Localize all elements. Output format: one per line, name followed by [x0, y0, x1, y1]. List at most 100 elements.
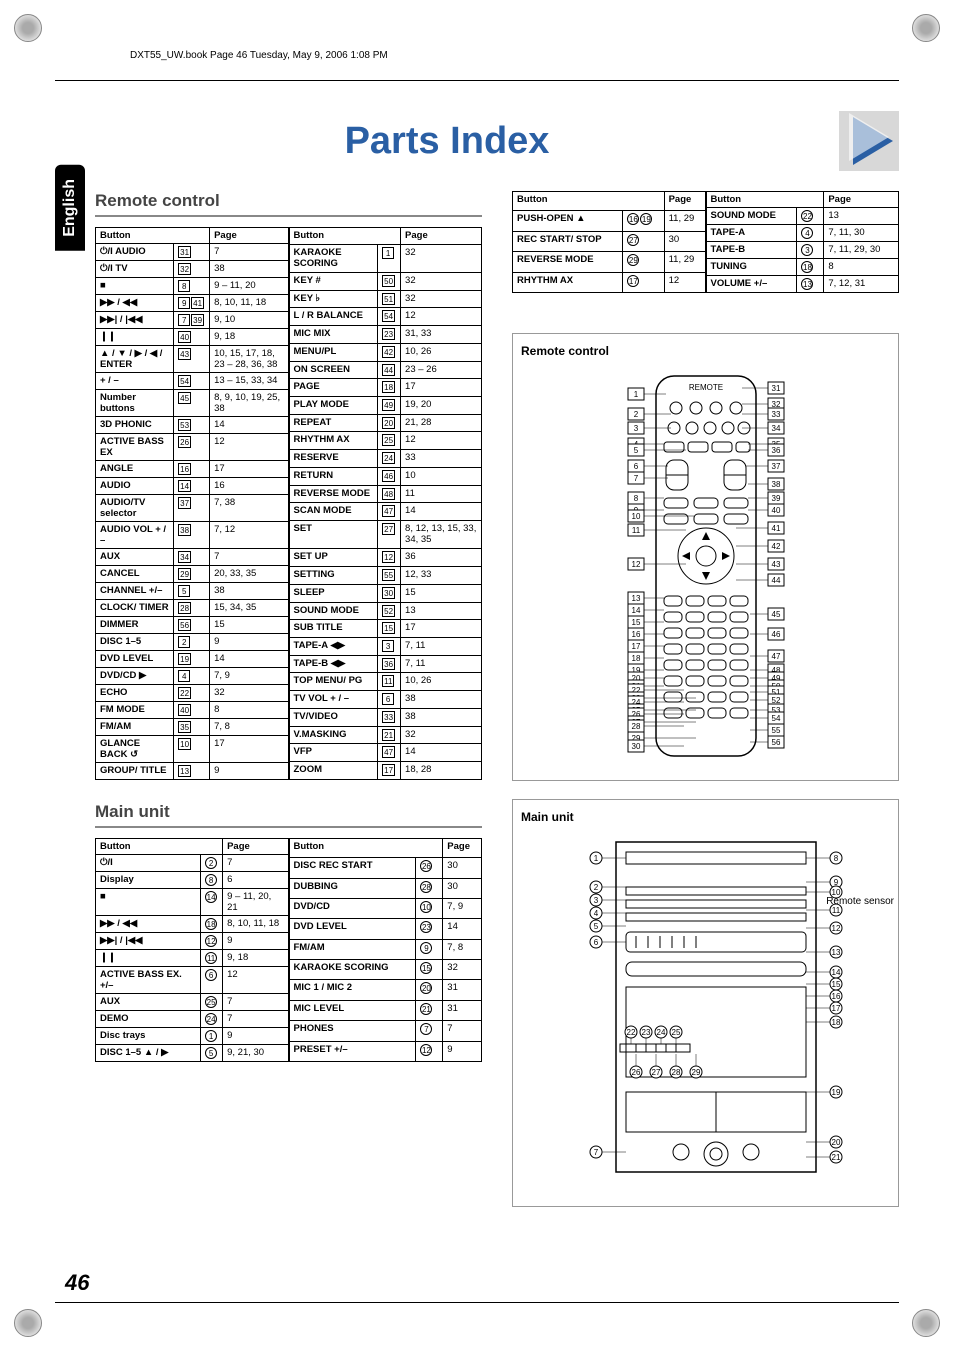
- table-row: ZOOM1718, 28: [289, 762, 482, 780]
- main-unit-heading: Main unit: [95, 802, 482, 828]
- table-row: VOLUME +/–137, 12, 31: [706, 276, 899, 293]
- button-name-cell: MENU/PL: [289, 343, 378, 361]
- page-ref-cell: 36: [401, 549, 482, 567]
- page-ref-cell: 12: [664, 272, 705, 292]
- table-row: TAPE-B ◀▶367, 11: [289, 655, 482, 673]
- button-name-cell: DISC 1–5 ▲ / ▶: [96, 1045, 201, 1062]
- table-row: DISC 1–5 ▲ / ▶59, 21, 30: [96, 1045, 289, 1062]
- table-row: ■89 – 11, 20: [96, 278, 289, 295]
- page-ref-cell: 7, 11: [401, 637, 482, 655]
- page-ref-cell: 32: [210, 685, 288, 702]
- reference-cell: 22: [174, 685, 210, 702]
- table-row: TAPE-A47, 11, 30: [706, 225, 899, 242]
- reference-cell: 28: [174, 600, 210, 617]
- svg-text:44: 44: [771, 576, 780, 585]
- page-ref-cell: 17: [210, 736, 288, 763]
- svg-text:15: 15: [831, 980, 840, 989]
- reference-cell: 7: [416, 1021, 443, 1041]
- table-row: AUDIO/TV selector377, 38: [96, 495, 289, 522]
- page-ref-cell: 9, 21, 30: [223, 1045, 288, 1062]
- col-page-header: Page: [443, 839, 482, 858]
- reference-cell: 55: [378, 567, 401, 585]
- button-name-cell: ACTIVE BASS EX. +/–: [96, 967, 201, 994]
- reference-cell: 8: [201, 872, 223, 889]
- svg-text:29: 29: [691, 1068, 700, 1077]
- page-ref-cell: 38: [401, 691, 482, 709]
- reference-cell: 8: [174, 278, 210, 295]
- table-row: MENU/PL4210, 26: [289, 343, 482, 361]
- page-ref-cell: 14: [443, 919, 482, 939]
- page-ref-cell: 17: [210, 461, 288, 478]
- language-tab: English: [55, 165, 85, 251]
- button-name-cell: PLAY MODE: [289, 397, 378, 415]
- col-button-header: Button: [289, 228, 401, 245]
- table-row: TV/VIDEO3338: [289, 708, 482, 726]
- right-column: Button Page PUSH-OPEN ▲161911, 29REC STA…: [512, 191, 899, 1225]
- reference-cell: 26: [174, 434, 210, 461]
- svg-text:34: 34: [771, 424, 780, 433]
- button-name-cell: GROUP/ TITLE: [96, 763, 174, 780]
- col-button-header: Button: [706, 192, 824, 208]
- reference-cell: 17: [378, 762, 401, 780]
- reference-cell: 11: [378, 673, 401, 691]
- reference-cell: 11: [201, 950, 223, 967]
- page-ref-cell: 14: [401, 503, 482, 521]
- table-row: ❙❙409, 18: [96, 329, 289, 346]
- page-ref-cell: 32: [401, 726, 482, 744]
- page-ref-cell: 6: [223, 872, 288, 889]
- table-row: DUBBING2830: [289, 878, 482, 898]
- page-ref-cell: 8, 10, 11, 18: [210, 295, 288, 312]
- table-row: PHONES77: [289, 1021, 482, 1041]
- print-registration-mark: [912, 1309, 940, 1337]
- svg-text:15: 15: [631, 618, 640, 627]
- svg-text:7: 7: [593, 1148, 598, 1157]
- button-name-cell: RETURN: [289, 467, 378, 485]
- page-ref-cell: 10, 15, 17, 18, 23 – 28, 36, 38: [210, 346, 288, 373]
- svg-text:33: 33: [771, 410, 780, 419]
- page-ref-cell: 12, 33: [401, 567, 482, 585]
- button-name-cell: ACTIVE BASS EX: [96, 434, 174, 461]
- button-name-cell: DVD LEVEL: [96, 651, 174, 668]
- button-name-cell: PUSH-OPEN ▲: [513, 211, 623, 231]
- col-page-header: Page: [664, 192, 705, 211]
- button-name-cell: DVD/CD: [289, 898, 416, 918]
- reference-cell: 34: [174, 549, 210, 566]
- table-row: REVERSE MODE4811: [289, 485, 482, 503]
- reference-cell: 23: [416, 919, 443, 939]
- button-name-cell: ⏻/I: [96, 855, 201, 872]
- svg-text:43: 43: [771, 560, 780, 569]
- reference-cell: 739: [174, 312, 210, 329]
- reference-cell: 48: [378, 485, 401, 503]
- button-name-cell: CLOCK/ TIMER: [96, 600, 174, 617]
- button-name-cell: SOUND MODE: [706, 208, 797, 225]
- button-name-cell: TAPE-B ◀▶: [289, 655, 378, 673]
- table-row: MIC MIX2331, 33: [289, 326, 482, 344]
- page-ref-cell: 10, 26: [401, 343, 482, 361]
- svg-text:21: 21: [831, 1153, 840, 1162]
- button-name-cell: REVERSE MODE: [289, 485, 378, 503]
- table-row: REVERSE MODE2911, 29: [513, 252, 706, 272]
- reference-cell: 15: [416, 960, 443, 980]
- reference-cell: 22: [797, 208, 824, 225]
- page-ref-cell: 9 – 11, 20, 21: [223, 889, 288, 916]
- svg-text:11: 11: [631, 526, 640, 535]
- button-name-cell: SLEEP: [289, 584, 378, 602]
- page-ref-cell: 21, 28: [401, 414, 482, 432]
- button-name-cell: PAGE: [289, 379, 378, 397]
- button-name-cell: Number buttons: [96, 390, 174, 417]
- page-ref-cell: 11: [401, 485, 482, 503]
- table-row: FM/AM357, 8: [96, 719, 289, 736]
- remote-sensor-label: Remote sensor: [826, 896, 894, 907]
- reference-cell: 10: [416, 898, 443, 918]
- table-row: REC START/ STOP2730: [513, 231, 706, 251]
- button-name-cell: CHANNEL +/–: [96, 583, 174, 600]
- page-ref-cell: 9, 18: [210, 329, 288, 346]
- button-name-cell: DVD/CD ▶: [96, 668, 174, 685]
- table-row: GROUP/ TITLE139: [96, 763, 289, 780]
- button-name-cell: SCAN MODE: [289, 503, 378, 521]
- page-ref-cell: 13: [401, 602, 482, 620]
- button-name-cell: FM/AM: [289, 939, 416, 959]
- button-name-cell: AUDIO: [96, 478, 174, 495]
- reference-cell: 47: [378, 503, 401, 521]
- svg-text:42: 42: [771, 542, 780, 551]
